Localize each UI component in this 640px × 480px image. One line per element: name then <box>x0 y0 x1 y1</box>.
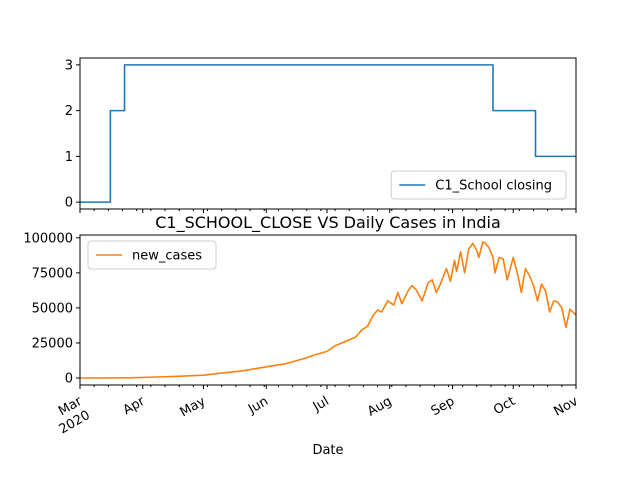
x-tick-label: Sep <box>429 394 458 419</box>
x-tick-label: Jun <box>245 394 271 418</box>
x-axis-label: Date <box>312 443 343 458</box>
y-tick-label: 2 <box>65 104 73 119</box>
chart-title: C1_SCHOOL_CLOSE VS Daily Cases in India <box>155 213 501 233</box>
legend-2: new_cases <box>87 240 217 270</box>
x-tick-label: Apr <box>121 394 149 419</box>
x-tick-label: Jul <box>310 394 332 415</box>
y-tick-label: 100000 <box>23 231 73 246</box>
panel-1: 0 1 2 3 C1_School closing <box>65 57 577 213</box>
y-tick-label: 0 <box>65 371 73 386</box>
x-tick-label: Aug <box>365 394 394 420</box>
plot-panels: 0 1 2 3 C1_School closing 0 25000 50000 75000 100… <box>23 57 581 437</box>
x-tick-label: Oct <box>491 394 518 418</box>
legend-label: C1_School closing <box>435 179 552 194</box>
legend-1: C1_School closing <box>390 170 567 200</box>
x-tick-label: Nov <box>551 394 581 420</box>
y-tick-label: 1 <box>65 150 73 165</box>
legend-label: new_cases <box>132 249 202 264</box>
y-tick-label: 75000 <box>32 266 73 281</box>
y-tick-label: 3 <box>65 58 73 73</box>
y-tick-label: 25000 <box>32 336 73 351</box>
y-tick-label: 50000 <box>32 301 73 316</box>
axes-frame <box>79 234 577 386</box>
x-tick-label: May <box>178 394 209 421</box>
axes-frame <box>79 57 577 210</box>
series-line-2-1 <box>79 241 577 379</box>
legend-box <box>390 170 567 200</box>
legend-box <box>87 240 217 270</box>
series-line-1-1 <box>80 64 576 203</box>
y-tick-label: 0 <box>65 196 73 211</box>
